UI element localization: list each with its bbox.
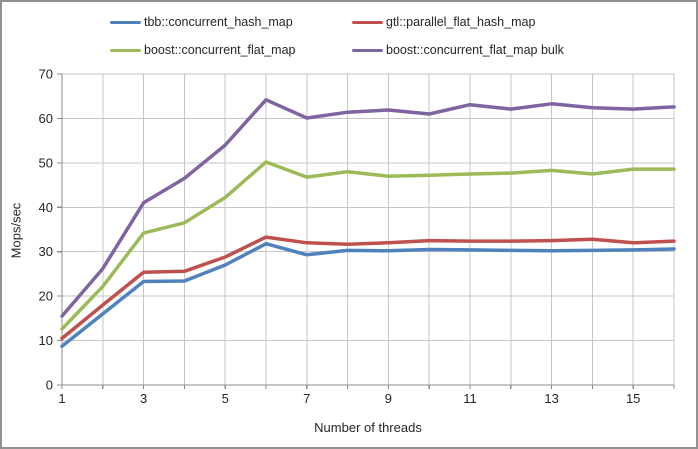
legend-line-swatch xyxy=(352,20,383,24)
legend-label: gtl::parallel_flat_hash_map xyxy=(386,15,536,29)
series-line-1 xyxy=(60,241,676,349)
x-tick-label: 15 xyxy=(626,391,640,406)
x-tick-label: 11 xyxy=(463,391,477,406)
x-tick-label: 9 xyxy=(385,391,392,406)
legend-item-1: tbb::concurrent_hash_map xyxy=(110,15,352,29)
y-tick-label: 60 xyxy=(39,111,53,126)
y-axis-title: Mops/sec xyxy=(8,202,24,259)
chart-legend: tbb::concurrent_hash_map gtl::parallel_fl… xyxy=(110,8,564,64)
y-tick-label: 40 xyxy=(39,200,53,215)
x-tick-label: 5 xyxy=(222,391,229,406)
legend-line-swatch xyxy=(110,20,141,24)
legend-label: boost::concurrent_flat_map xyxy=(144,43,296,57)
series-line-2 xyxy=(60,235,676,341)
series-line-4 xyxy=(60,98,676,318)
legend-label: boost::concurrent_flat_map bulk xyxy=(386,43,564,57)
y-tick-label: 20 xyxy=(39,289,53,304)
x-tick-label: 1 xyxy=(58,391,65,406)
legend-item-4: boost::concurrent_flat_map bulk xyxy=(352,43,564,57)
legend-line-swatch xyxy=(352,48,383,52)
y-tick-label: 10 xyxy=(39,333,53,348)
x-tick-label: 13 xyxy=(544,391,558,406)
x-tick-label: 3 xyxy=(140,391,147,406)
x-axis-title: Number of threads xyxy=(314,420,422,435)
y-tick-label: 30 xyxy=(39,244,53,259)
legend-line-swatch xyxy=(110,48,141,52)
legend-item-2: gtl::parallel_flat_hash_map xyxy=(352,15,564,29)
y-tick-label: 50 xyxy=(39,155,53,170)
y-tick-label: 0 xyxy=(46,378,53,393)
series-line-3 xyxy=(60,160,676,331)
legend-item-3: boost::concurrent_flat_map xyxy=(110,43,352,57)
y-tick-label: 70 xyxy=(39,67,53,82)
legend-label: tbb::concurrent_hash_map xyxy=(144,15,293,29)
x-tick-label: 7 xyxy=(303,391,310,406)
